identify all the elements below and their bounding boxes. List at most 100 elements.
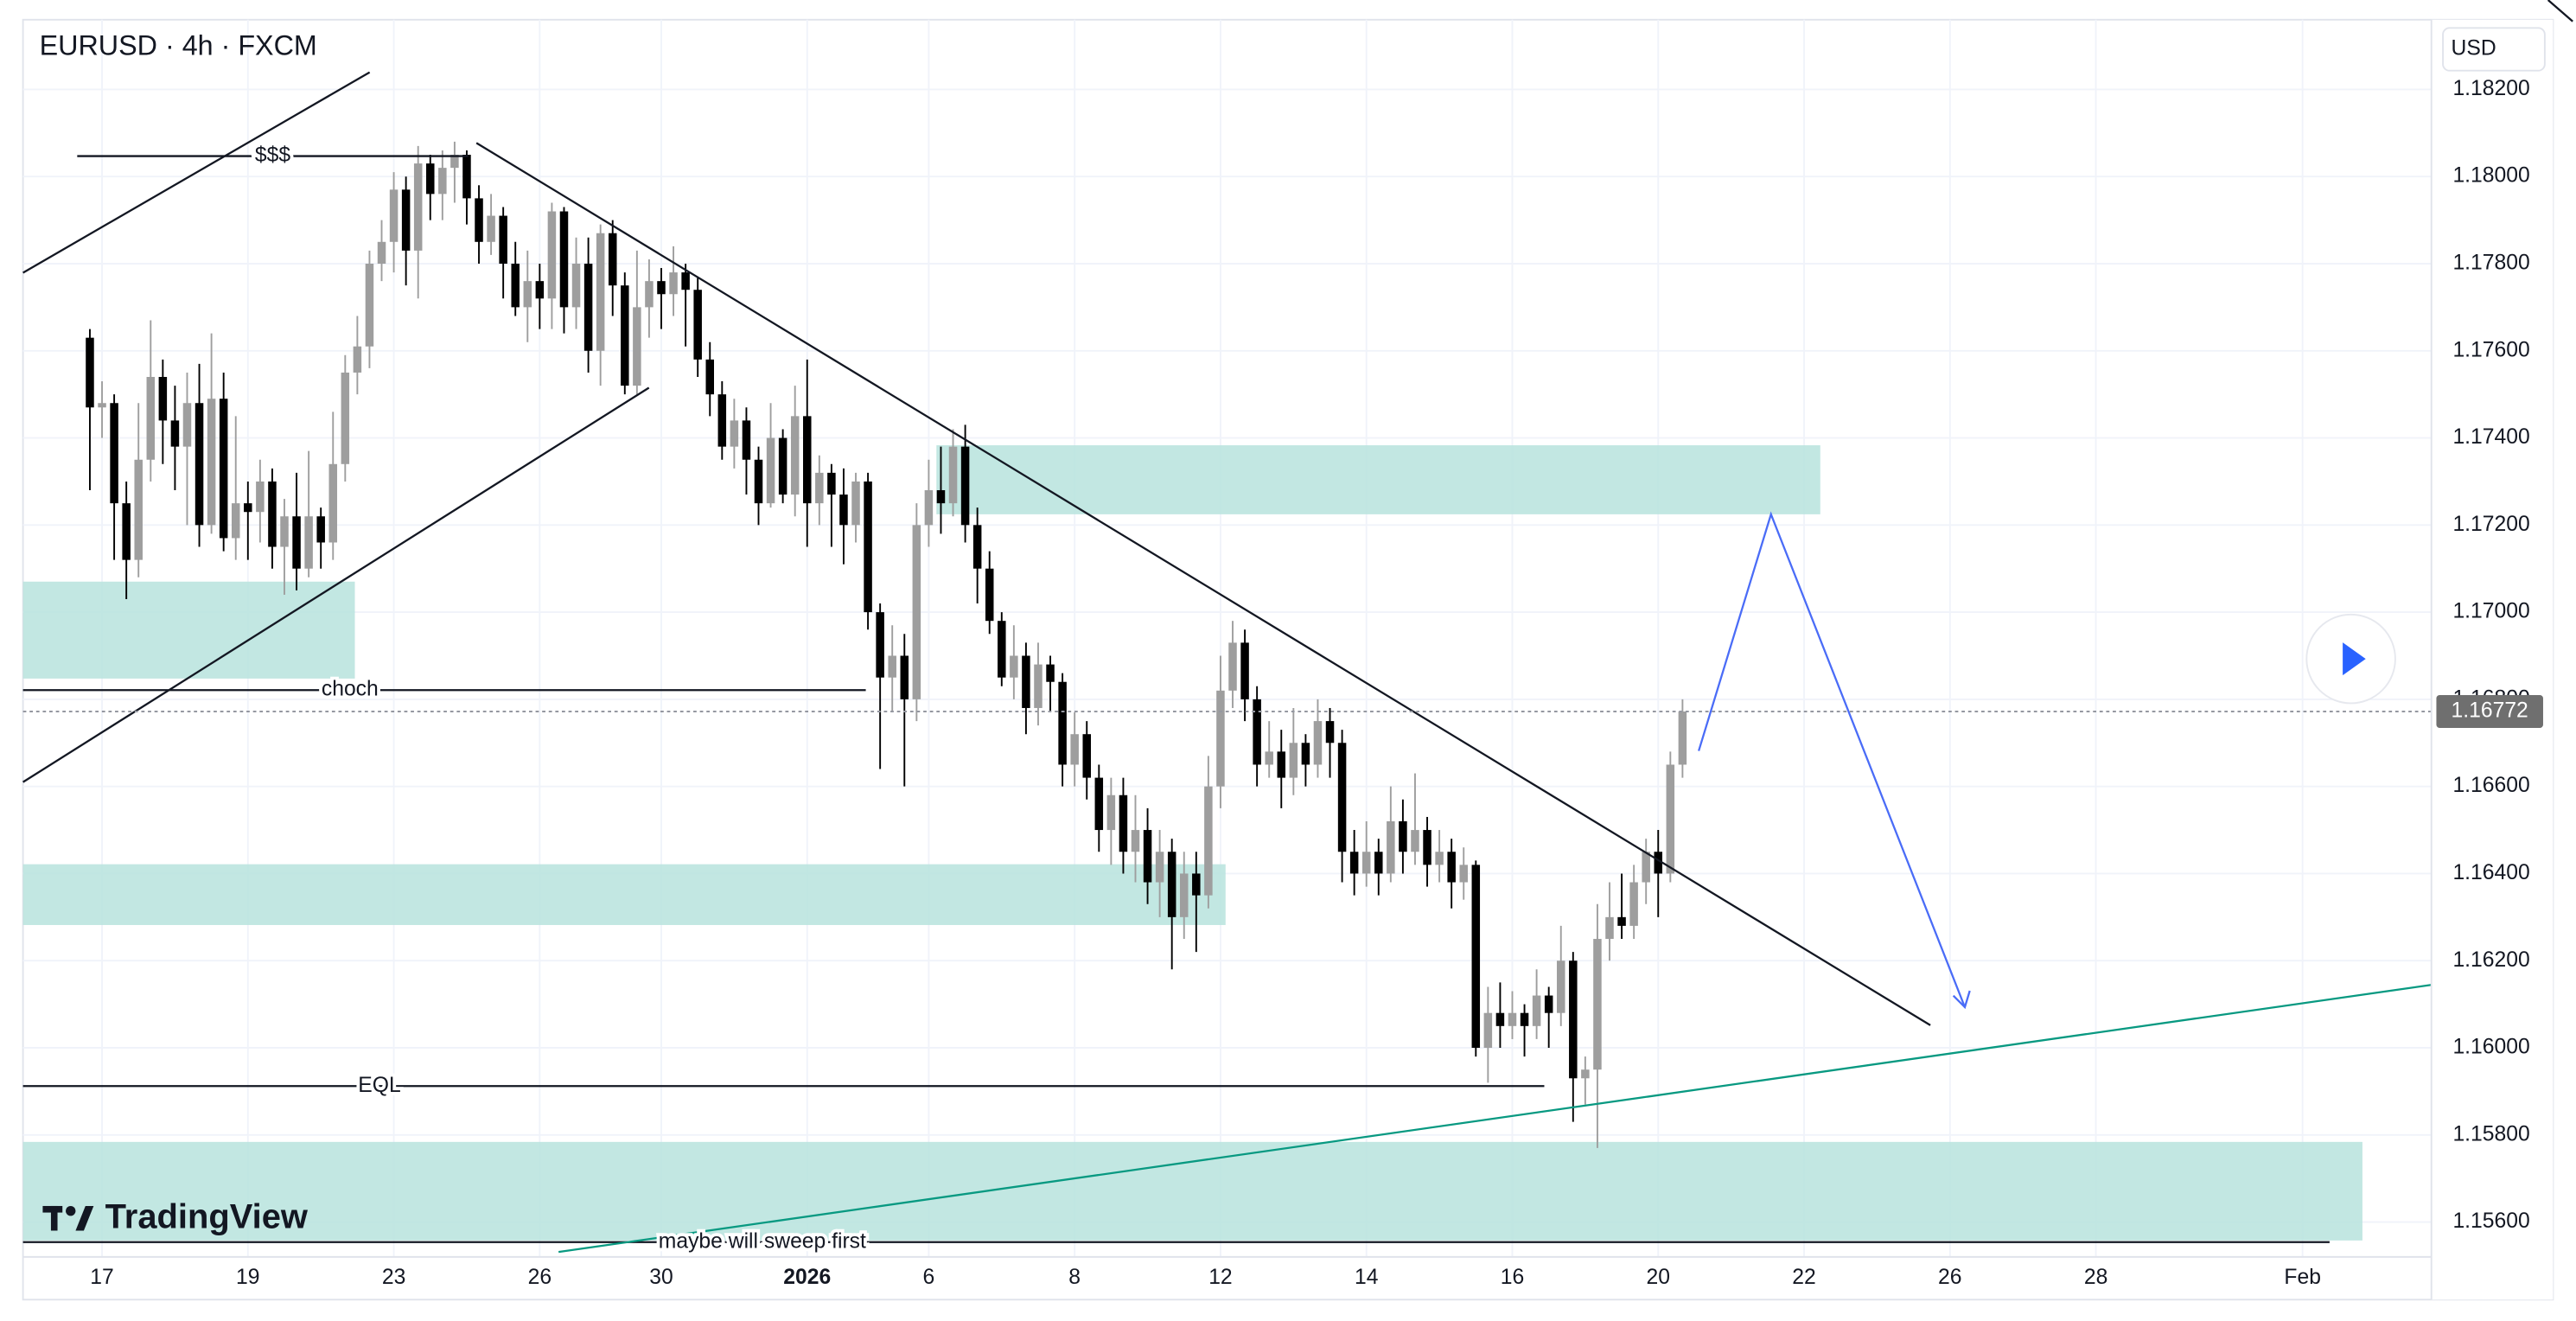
x-tick-label: 19 (236, 1266, 259, 1289)
candle-body (98, 403, 106, 408)
y-tick-label: 1.17800 (2452, 252, 2529, 275)
candle-body (1034, 664, 1043, 708)
x-tick-label: 30 (649, 1266, 673, 1289)
candle-body (499, 215, 507, 264)
candle-body (1046, 664, 1055, 682)
zones (22, 445, 2362, 1241)
candle-body (888, 655, 896, 678)
candle-body (839, 495, 848, 526)
candle-body (280, 516, 289, 547)
candle-body (851, 481, 860, 526)
annotation: EQL (358, 1074, 400, 1097)
trend-line (558, 983, 2437, 1254)
arrow-head (1952, 990, 1971, 1010)
candle-body (693, 290, 702, 360)
candle-body (1617, 916, 1626, 926)
y-tick-label: 1.16200 (2452, 948, 2529, 972)
candle-body (1532, 995, 1541, 1026)
candle-body (1483, 1012, 1493, 1049)
candle-body (426, 163, 435, 195)
candle-body (365, 263, 374, 347)
currency-label: USD (2452, 37, 2496, 61)
candle-body (864, 481, 872, 613)
candle-body (633, 307, 641, 386)
candle-body (1119, 795, 1128, 852)
candle-body (669, 272, 678, 295)
candle-body (511, 263, 520, 308)
candle-body (146, 377, 156, 460)
candle-body (1155, 852, 1164, 883)
candle-body (487, 215, 495, 242)
candle-body (1374, 852, 1383, 874)
candle-body (304, 516, 313, 569)
x-tick-label: 26 (1938, 1266, 1961, 1289)
candle-body (1459, 865, 1468, 883)
candle-body (1180, 873, 1189, 917)
candle-body (1544, 995, 1553, 1013)
candle-body (1556, 960, 1565, 1013)
candle-body (1605, 916, 1614, 940)
currency-button[interactable] (2442, 27, 2546, 72)
candle-body (717, 394, 727, 447)
candle-body (924, 490, 934, 526)
candle-body (900, 655, 909, 699)
candle-body (1325, 721, 1335, 743)
candle-body (547, 211, 557, 299)
annotation: $$$ (255, 144, 290, 167)
candle-body (571, 263, 581, 308)
candle-body (754, 459, 763, 504)
candle-body (778, 437, 787, 495)
candle-body (438, 168, 447, 195)
x-tick-label: 22 (1792, 1266, 1815, 1289)
x-tick-label: 17 (90, 1266, 113, 1289)
price-axis (2431, 19, 2554, 1300)
candle-body (389, 189, 399, 242)
candle-body (450, 155, 459, 169)
candle-body (1678, 711, 1687, 765)
candle-body (86, 337, 94, 408)
candle-body (1204, 786, 1213, 896)
candle-body (1010, 655, 1018, 678)
y-tick-label: 1.17400 (2452, 425, 2529, 449)
last-price-box (2436, 694, 2543, 729)
candle-body (292, 516, 301, 569)
candle-body (1192, 873, 1201, 896)
candle-body (1520, 1012, 1529, 1026)
y-tick-label: 1.18000 (2452, 164, 2529, 188)
candle-body (1423, 830, 1431, 865)
candle-body (730, 420, 739, 447)
x-tick-label: 16 (1501, 1266, 1524, 1289)
candle-body (110, 403, 118, 504)
candle-body (535, 281, 545, 299)
candle-body (1289, 743, 1298, 778)
x-tick-label: 12 (1208, 1266, 1232, 1289)
candle-body (341, 372, 350, 464)
candle-body (268, 481, 277, 547)
candle-body (1058, 681, 1067, 765)
close-icon[interactable] (2547, 0, 2573, 22)
candle-body (803, 416, 812, 504)
candle-body (1070, 734, 1079, 765)
x-tick-label: Feb (2284, 1266, 2321, 1289)
candle-body (182, 403, 192, 447)
y-tick-label: 1.17000 (2452, 600, 2529, 623)
y-tick-label: 1.16000 (2452, 1036, 2529, 1059)
candle-body (742, 420, 751, 460)
last-price-label: 1.16772 (2452, 699, 2528, 723)
y-tick-label: 1.15600 (2452, 1209, 2529, 1233)
candle-body (1265, 751, 1273, 765)
candle-body (1666, 764, 1675, 874)
zone (936, 445, 1820, 514)
symbol-title: EURUSD · 4h · FXCM (40, 30, 317, 61)
y-tick-label: 1.15800 (2452, 1122, 2529, 1146)
candle-body (256, 481, 265, 513)
candle-body (1022, 655, 1030, 708)
candle-body (231, 503, 240, 539)
play-icon (2343, 642, 2366, 676)
candle-body (194, 403, 204, 526)
play-button[interactable] (2305, 613, 2396, 705)
candle-body (1471, 865, 1481, 1049)
x-tick-label: 20 (1647, 1266, 1670, 1289)
y-tick-label: 1.18200 (2452, 77, 2529, 100)
